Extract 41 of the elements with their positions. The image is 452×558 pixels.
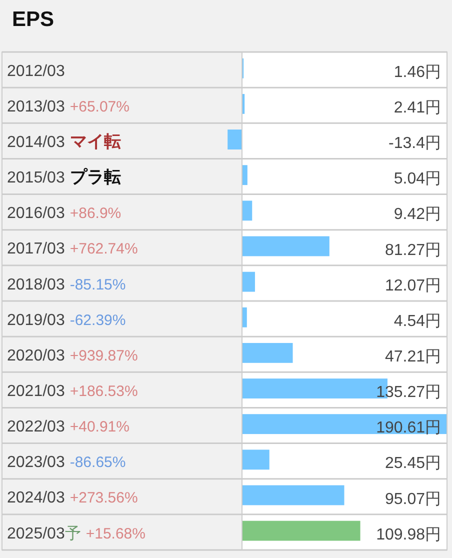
data-label: 81.27円 [384, 242, 441, 259]
data-label: 4.54円 [394, 312, 441, 330]
y-tick-label: 2016/03 [7, 205, 65, 222]
y-tick-label: 2020/03 [7, 347, 65, 364]
y-tick-label: 2012/03 [7, 62, 65, 80]
y-tick-label: 2025/03予 [7, 525, 81, 542]
data-label: 47.21円 [384, 348, 441, 366]
y-tick-label: 2013/03 [7, 98, 65, 116]
y-tick-label: 2015/03 [7, 170, 65, 187]
text: -85.15% [70, 276, 126, 294]
text: +939.87% [70, 347, 138, 364]
y-tick-label: 2022/03 [7, 418, 65, 436]
y-tick-label: 2021/03 [7, 382, 65, 400]
text: +40.91% [70, 418, 130, 436]
data-label: 190.61円 [376, 420, 441, 437]
text: プラ転 [70, 168, 121, 187]
data-label: 2.41円 [394, 99, 441, 116]
y-tick-label: 2019/03 [7, 312, 65, 329]
text: マイ転 [70, 132, 121, 151]
text: +762.74% [70, 240, 138, 258]
data-label: 9.42円 [394, 206, 441, 224]
y-tick-label: 2024/03 [7, 490, 65, 507]
data-label: 25.45円 [384, 455, 441, 472]
data-label: 12.07円 [384, 277, 441, 294]
text: -86.65% [70, 454, 126, 472]
text: +65.07% [70, 98, 130, 116]
text: +15.68% [86, 525, 146, 542]
text: -62.39% [70, 312, 126, 329]
text: +186.53% [70, 382, 138, 400]
y-tick-label: 2023/03 [7, 454, 65, 472]
text: EPS [12, 8, 54, 31]
data-label: 1.46円 [394, 64, 441, 81]
text: +86.9% [70, 205, 122, 222]
y-tick-label: 2018/03 [7, 276, 65, 294]
data-label: 109.98円 [376, 526, 441, 544]
data-label: -13.4円 [388, 135, 441, 152]
text: +273.56% [70, 490, 138, 507]
y-tick-label: 2017/03 [7, 240, 65, 258]
data-label: 95.07円 [384, 490, 441, 508]
data-label: 5.04円 [394, 170, 441, 188]
y-tick-label: 2014/03 [7, 134, 65, 151]
